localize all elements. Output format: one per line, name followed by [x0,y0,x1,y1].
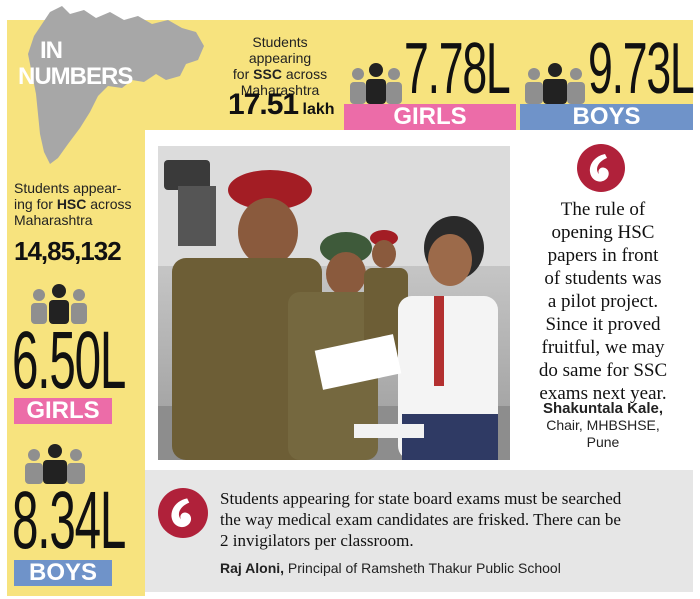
hsc-boys-tag: BOYS [14,560,112,586]
official-quote: The rule of opening HSC papers in front … [538,199,668,404]
maharashtra-map-icon [28,6,204,164]
hsc-total: 14,85,132 [14,236,122,266]
ssc-girls-tag: GIRLS [344,104,516,130]
quote-mark-icon [158,488,208,538]
people-group-icon [350,63,402,104]
hsc-caption: Students appear- ing for HSC across Maha… [14,180,132,228]
in-numbers-label: IN NUMBERS [18,37,133,90]
people-group-icon [525,63,585,104]
hsc-boys-value: 8.34L [12,475,126,566]
bottom-quote-box [145,470,693,592]
official-attribution: Shakuntala Kale, Chair, MHBSHSE, Pune [542,400,664,450]
principal-quote: Students appearing for state board exams… [220,489,622,550]
people-group-icon [31,284,87,324]
ssc-boys-tag: BOYS [520,104,693,130]
photo-scene-icon [158,146,510,460]
ssc-caption: Students appearing for SSC across Mahara… [232,34,328,98]
principal-attribution: Raj Aloni, Principal of Ramsheth Thakur … [220,560,561,576]
news-photo [158,146,510,460]
ssc-total: 17.51 lakh [228,88,335,121]
quote-mark-icon [577,144,625,192]
ssc-boys-value: 9.73L [588,29,695,109]
people-group-icon [25,444,85,484]
hsc-girls-value: 6.50L [12,315,126,406]
hsc-girls-tag: GIRLS [14,398,112,424]
ssc-girls-value: 7.78L [404,29,511,109]
